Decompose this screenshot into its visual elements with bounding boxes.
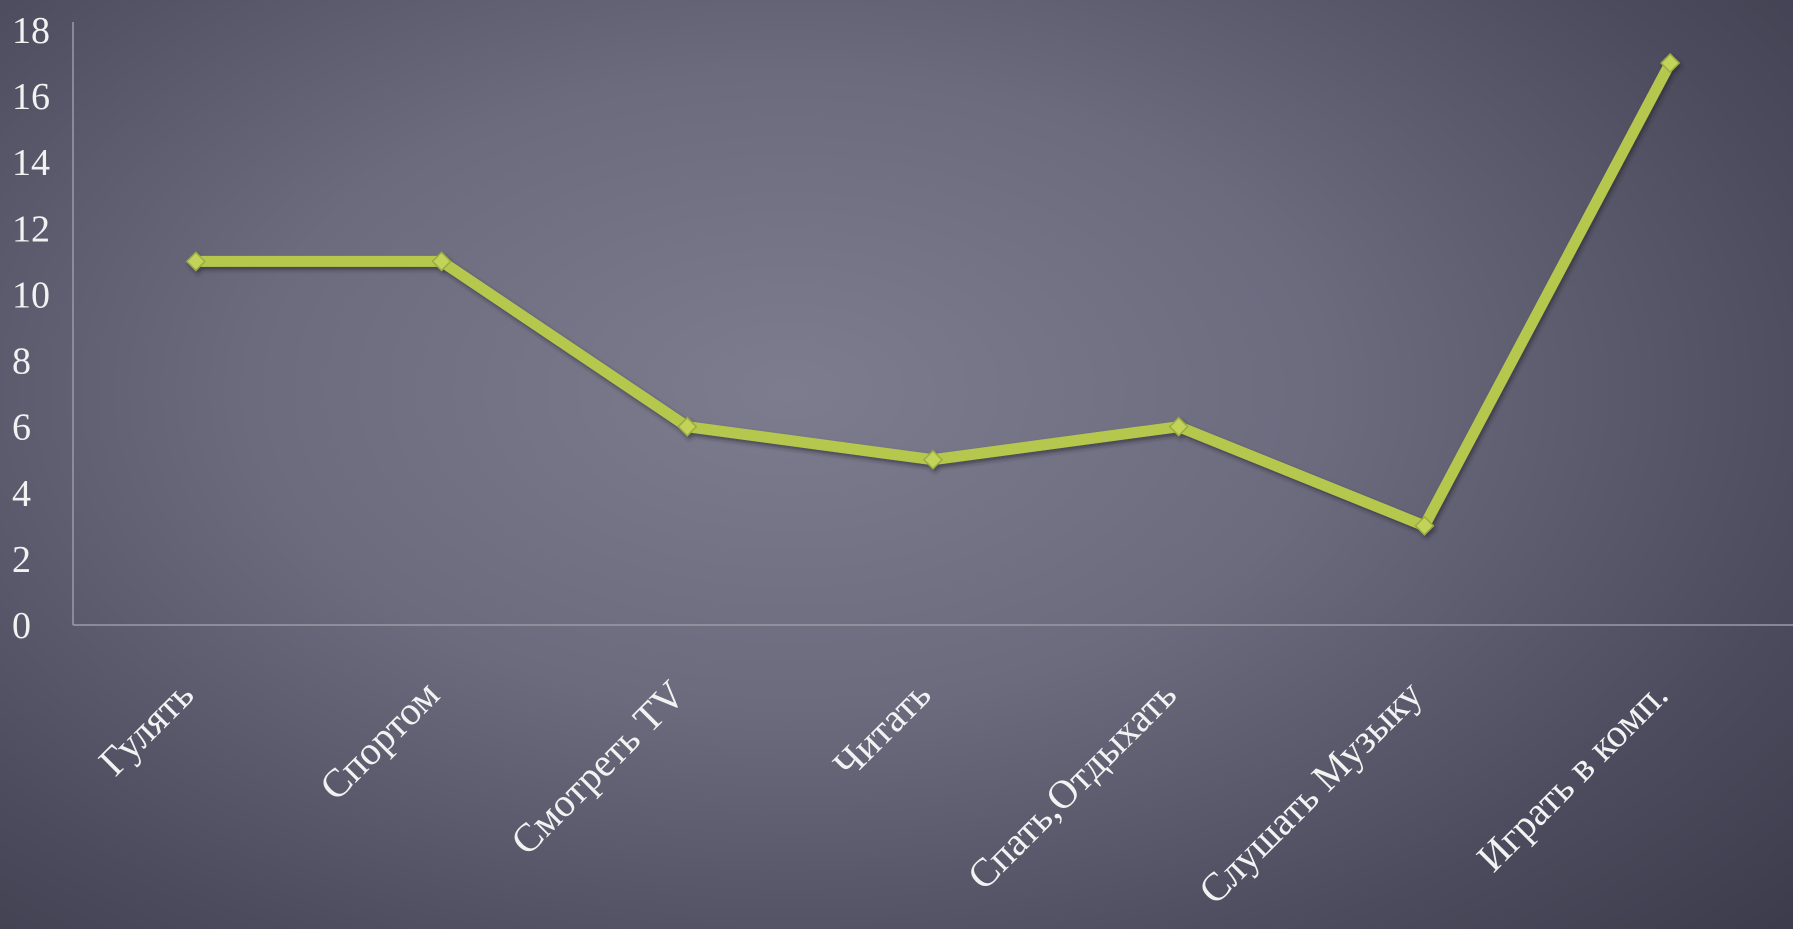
y-tick-label: 16 [12,76,50,118]
y-tick-label: 0 [12,605,31,647]
y-axis-ticks: 0 2 4 6 8 10 12 14 16 18 [12,10,50,647]
x-category-label: Смотреть TV [502,671,694,863]
data-point [431,251,452,272]
y-tick-label: 8 [12,341,31,383]
chart-axes [72,22,1793,626]
x-category-label: Слушать Музыку [1190,672,1431,913]
data-point [677,416,698,437]
x-category-label: Спортом [311,672,448,809]
y-tick-label: 2 [12,539,31,581]
series-group [185,52,1681,536]
data-point [185,251,206,272]
x-category-label: Играть в комп. [1468,672,1677,881]
data-point [1660,52,1681,74]
y-tick-label: 18 [12,10,50,52]
y-tick-label: 14 [12,142,50,184]
x-category-label: Гулять [90,672,202,784]
y-tick-label: 6 [12,407,31,449]
y-tick-label: 12 [12,208,50,250]
series-layer [185,52,1681,536]
y-tick-label: 4 [12,473,31,515]
x-axis-labels: Гулять Спортом Смотреть TV Читать Спать,Отды… [90,671,1677,912]
data-point [922,449,944,470]
y-tick-label: 10 [12,274,50,316]
x-category-label: Читать [824,672,939,787]
data-point [1168,416,1189,437]
data-point [1414,515,1435,536]
x-category-label: Спать,Отдыхать [958,672,1185,899]
